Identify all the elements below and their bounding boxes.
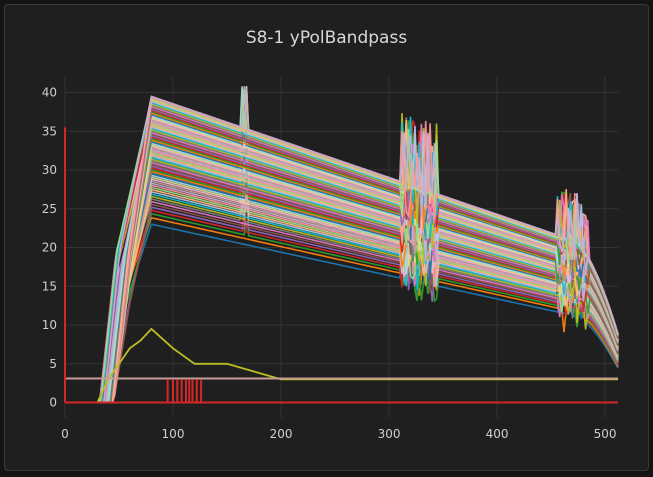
series-line (65, 112, 619, 404)
series-line (65, 188, 619, 404)
series-line (65, 98, 619, 404)
series-line (65, 153, 619, 404)
series-line (65, 168, 619, 404)
series-line (65, 104, 619, 404)
series-line (65, 165, 619, 404)
series-line (65, 128, 619, 404)
series-line (65, 135, 619, 404)
series-line (65, 110, 619, 404)
series-line (65, 161, 619, 404)
series-line (65, 111, 619, 404)
series-line (65, 112, 619, 404)
series-line (65, 160, 619, 404)
series-line (65, 124, 619, 404)
series-line (65, 149, 619, 404)
series-line (65, 139, 619, 404)
series-line (65, 122, 619, 404)
series-line (65, 150, 619, 404)
series-line (65, 144, 619, 404)
series-line (65, 86, 619, 404)
series-line (65, 186, 619, 404)
series-line (65, 125, 619, 404)
y-tick-label: 15 (42, 279, 57, 293)
x-tick-label: 200 (270, 427, 293, 441)
series-line (65, 192, 619, 404)
x-tick-label: 100 (162, 427, 185, 441)
series-line (65, 136, 619, 404)
y-tick-label: 30 (42, 163, 57, 177)
series-line (65, 139, 619, 404)
series-line (65, 182, 619, 404)
series-line (65, 129, 619, 404)
series-line (65, 148, 619, 404)
series-line (65, 146, 619, 404)
series-line (65, 102, 619, 404)
series-line (65, 115, 619, 404)
series-line (65, 153, 619, 404)
series-line (65, 202, 619, 404)
y-tick-label: 10 (42, 318, 57, 332)
series-line (65, 114, 619, 404)
y-tick-label: 40 (42, 86, 57, 100)
series-line (65, 106, 619, 404)
series-line (65, 174, 619, 404)
series-line (65, 124, 619, 404)
series-line (65, 187, 619, 404)
series-line (65, 173, 619, 404)
series-line (65, 137, 619, 404)
y-tick-label: 20 (42, 241, 57, 255)
chart-title: S8-1 yPolBandpass (245, 28, 408, 48)
x-tick-label: 500 (594, 427, 617, 441)
series-line (65, 194, 619, 404)
x-tick-label: 300 (378, 427, 401, 441)
series-line (65, 126, 619, 404)
series-line (65, 104, 619, 404)
series-line (65, 116, 619, 404)
series-line (65, 137, 619, 404)
x-tick-label: 0 (61, 427, 69, 441)
series-line (65, 158, 619, 404)
series-line (65, 102, 619, 404)
series-line (65, 94, 619, 404)
y-tick-label: 35 (42, 124, 57, 138)
series-line (65, 173, 619, 404)
series-line-low (65, 327, 618, 404)
series-line (65, 152, 619, 404)
x-tick-label: 400 (486, 427, 509, 441)
y-tick-label: 5 (49, 357, 57, 371)
y-tick-label: 25 (42, 202, 57, 216)
series-line (65, 210, 619, 404)
series-line (65, 105, 619, 404)
series-line (65, 162, 619, 404)
y-tick-label: 0 (49, 396, 57, 410)
series-line (65, 185, 619, 404)
series-line (65, 155, 619, 404)
series-line (65, 133, 619, 404)
series-line (65, 182, 619, 404)
series-line (65, 124, 619, 404)
series-line (65, 143, 619, 404)
